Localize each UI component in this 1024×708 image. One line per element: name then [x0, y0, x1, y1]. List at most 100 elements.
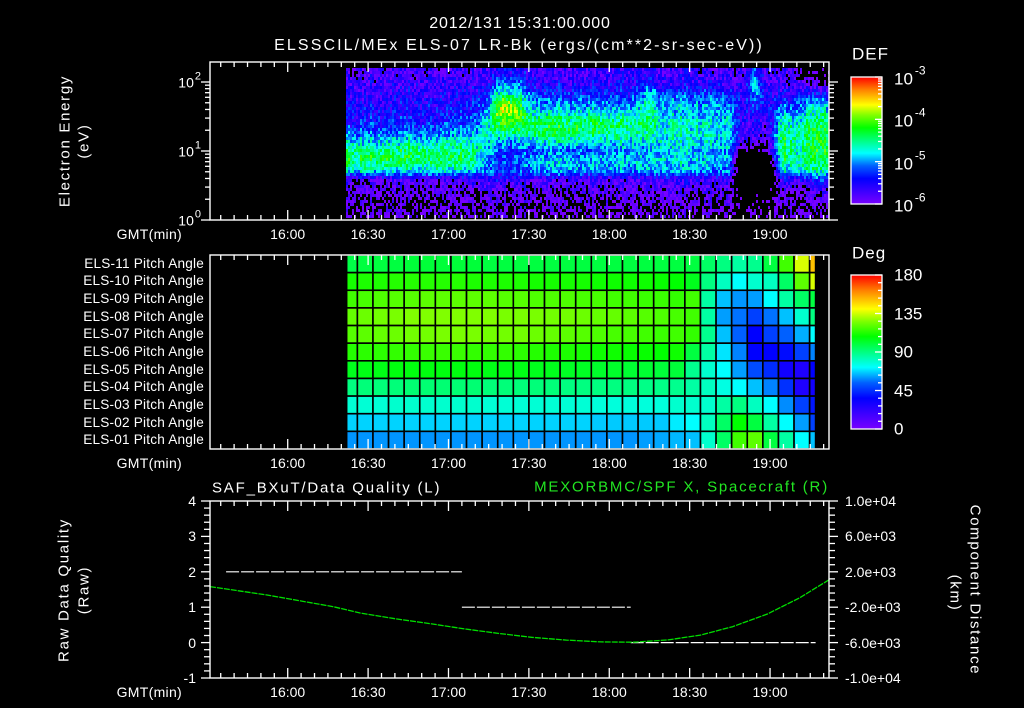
pitch-cell [590, 324, 608, 344]
pitch-cell [590, 289, 608, 309]
pitch-cell [356, 430, 374, 450]
pitch-cell [590, 254, 608, 274]
quality-right-tick-label: -6.0e+03 [845, 634, 901, 651]
quality-yunit-left: (Raw) [75, 565, 93, 615]
quality-title-left: SAF_BXuT/Data Quality (L) [212, 479, 442, 497]
energy-spectrogram [210, 62, 829, 220]
pitch-cell [621, 377, 639, 397]
energy-panel-frame [209, 61, 830, 221]
pitch-cell [450, 395, 468, 415]
energy-ylabel: Electron Energy [56, 74, 74, 208]
pitch-cell [345, 377, 359, 397]
pitch-cell [621, 271, 639, 292]
pitch-cell [590, 377, 608, 397]
pitch-cell [746, 289, 764, 309]
pitch-cell [465, 307, 483, 327]
pitch-cell [699, 289, 717, 309]
pitch-cell [356, 324, 374, 344]
pitch-xlabel: GMT(min) [116, 455, 182, 471]
pitch-cell [684, 412, 702, 433]
pitch-cell [793, 395, 811, 415]
pitch-cell [777, 377, 795, 397]
pitch-cell [668, 360, 686, 380]
pitch-cell [387, 307, 405, 327]
quality-right-tick-label: -1.0e+04 [845, 670, 901, 686]
pitch-cell [496, 342, 515, 362]
quality-right-tick-label: 2.0e+03 [845, 563, 896, 580]
pitch-time-label: 16:00 [270, 455, 306, 471]
deg-colorbar-title: Deg [852, 243, 887, 263]
pitch-cell [606, 395, 624, 415]
pitch-cell [403, 377, 421, 397]
pitch-cell [418, 289, 437, 309]
pitch-cell [715, 412, 733, 433]
pitch-cell [574, 430, 593, 450]
pitch-cell [668, 377, 686, 397]
def-colorbar [850, 76, 883, 205]
pitch-cell [403, 324, 421, 344]
pitch-cell [668, 395, 686, 415]
energy-time-label: 17:00 [430, 226, 467, 242]
pitch-cell [356, 377, 374, 397]
pitch-cell [652, 271, 671, 292]
pitch-cell [777, 342, 795, 362]
pitch-cell [403, 271, 421, 292]
pitch-cell [559, 377, 577, 397]
pitch-cell [481, 254, 499, 274]
quality-yunit-right: (km) [946, 574, 964, 612]
pitch-cell [450, 360, 468, 380]
pitch-cell [652, 324, 671, 344]
pitch-cell [434, 342, 452, 362]
pitch-row-label: ELS-11 Pitch Angle [84, 256, 204, 272]
tick-base: 10 [178, 143, 194, 160]
pitch-time-label: 18:30 [672, 455, 708, 471]
tick-base: 10 [894, 196, 913, 216]
pitch-row-label: ELS-03 Pitch Angle [83, 397, 204, 413]
pitch-cell [762, 289, 780, 309]
pitch-cell [808, 342, 817, 362]
pitch-cell [668, 430, 686, 450]
pitch-cell [715, 307, 733, 327]
tick-base: 10 [894, 111, 913, 131]
pitch-cell [481, 395, 499, 415]
pitch-cell [590, 271, 608, 292]
pitch-row-label: ELS-02 Pitch Angle [83, 414, 204, 430]
pitch-cell [481, 430, 499, 450]
pitch-cell [652, 307, 671, 327]
pitch-cell [559, 289, 577, 309]
pitch-cell [793, 412, 811, 433]
pitch-cell [345, 412, 359, 433]
pitch-cell [793, 307, 811, 327]
pitch-cell [559, 360, 577, 380]
pitch-cell [481, 412, 499, 433]
tick-exponent: 1 [194, 139, 201, 152]
pitch-cell [496, 377, 515, 397]
pitch-cell [574, 307, 593, 327]
pitch-cell [356, 412, 374, 433]
energy-time-label: 16:00 [270, 226, 306, 242]
pitch-angle-grid [345, 254, 817, 450]
pitch-cell [345, 430, 359, 450]
pitch-cell [403, 412, 421, 433]
pitch-cell [699, 342, 717, 362]
pitch-cell [345, 307, 359, 327]
pitch-cell [699, 412, 717, 433]
pitch-cell [762, 271, 780, 292]
pitch-cell [465, 412, 483, 433]
pitch-cell [356, 342, 374, 362]
pitch-cell [543, 430, 561, 450]
pitch-cell [652, 289, 671, 309]
pitch-cell [715, 395, 733, 415]
pitch-cell [777, 395, 795, 415]
pitch-cell [372, 377, 390, 397]
pitch-cell [777, 307, 795, 327]
quality-panel-series [209, 571, 830, 644]
pitch-cell [730, 307, 749, 327]
pitch-cell [684, 430, 702, 450]
pitch-cell [387, 412, 405, 433]
pitch-cell [387, 342, 405, 362]
pitch-cell [684, 324, 702, 344]
pitch-cell [465, 377, 483, 397]
colorbars [850, 76, 883, 430]
pitch-cell [512, 289, 530, 309]
